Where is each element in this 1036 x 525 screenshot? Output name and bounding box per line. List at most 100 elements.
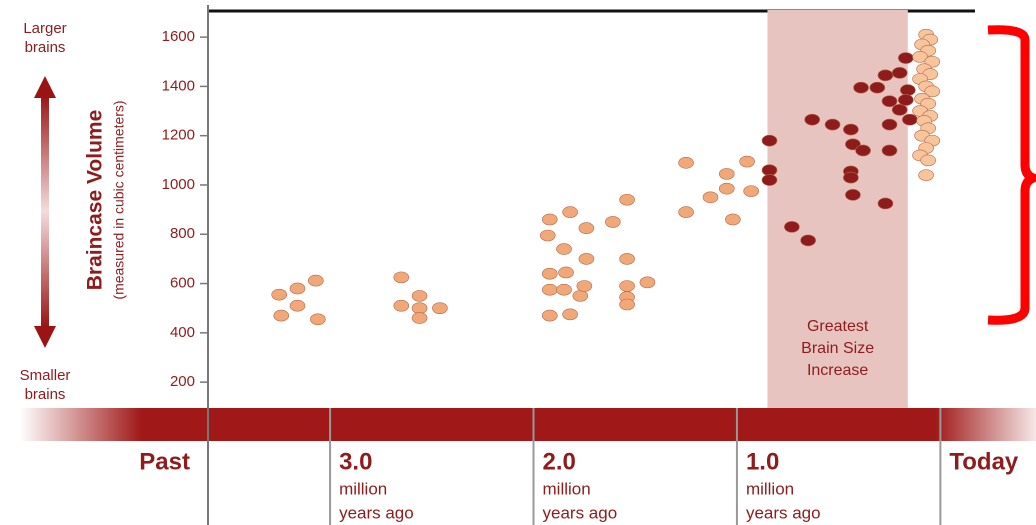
- skull-point: [897, 94, 914, 106]
- skull-point: [289, 299, 306, 312]
- skull-point: [743, 185, 759, 197]
- bracket: [987, 25, 1036, 325]
- skull-point: [845, 138, 861, 151]
- skull-point: [853, 81, 869, 94]
- skull-point: [855, 144, 871, 157]
- skull-point: [578, 222, 595, 234]
- skull-point: [541, 267, 558, 280]
- top-note: brains: [25, 39, 66, 56]
- y-tick-label: 1200: [162, 127, 195, 144]
- skull-point: [881, 95, 898, 107]
- x-tick-label: 2.0: [543, 448, 576, 475]
- skull-point: [918, 169, 934, 181]
- y-tick-label: 600: [170, 275, 195, 292]
- skull-point: [411, 290, 428, 302]
- highlight-label: Greatest: [807, 318, 869, 335]
- skull-point: [393, 299, 410, 312]
- past-label: Past: [139, 448, 190, 475]
- skull-point: [891, 67, 908, 79]
- skull-point: [541, 309, 558, 322]
- skull-point: [804, 113, 821, 126]
- skull-point: [619, 253, 635, 265]
- skull-point: [725, 213, 741, 226]
- y-title-group: Braincase Volume (measured in cubic cent…: [84, 100, 127, 299]
- skull-point: [718, 168, 735, 180]
- skull-point: [784, 221, 800, 233]
- skull-point: [432, 302, 448, 314]
- skull-point: [572, 290, 589, 302]
- skull-point: [739, 155, 755, 168]
- skull-point: [924, 85, 941, 98]
- skull-point: [619, 298, 635, 311]
- skull-point: [877, 197, 894, 210]
- skull-point: [541, 283, 558, 296]
- y-tick-label: 1600: [162, 28, 195, 45]
- skull-point: [310, 313, 326, 326]
- skull-point: [761, 164, 778, 176]
- x-unit-label: years ago: [746, 503, 821, 522]
- x-tick-label: 3.0: [339, 448, 372, 475]
- y-tick-label: 1000: [162, 176, 195, 193]
- skull-point: [891, 104, 908, 116]
- skull-point: [411, 312, 428, 324]
- skull-point: [761, 134, 778, 147]
- skull-point: [578, 253, 595, 265]
- skull-point: [900, 84, 916, 96]
- skull-point: [289, 282, 306, 295]
- skull-point: [271, 288, 288, 301]
- skull-point: [881, 144, 898, 157]
- skull-point: [619, 193, 635, 206]
- x-tick-label: Today: [949, 448, 1019, 475]
- skull-point: [605, 216, 621, 228]
- skull-point: [273, 309, 290, 322]
- skull-point: [308, 274, 324, 287]
- skull-point: [678, 206, 694, 218]
- skull-point: [702, 191, 719, 204]
- skull-point: [558, 266, 574, 279]
- skull-point: [562, 308, 578, 321]
- y-tick-label: 1400: [162, 77, 195, 94]
- x-unit-label: million: [543, 479, 591, 498]
- skull-point: [639, 276, 656, 289]
- skull-point: [897, 52, 914, 64]
- x-unit-label: years ago: [339, 503, 414, 522]
- top-note: Larger: [23, 20, 66, 37]
- y-tick-label: 800: [170, 225, 195, 242]
- highlight-label: Brain Size: [801, 340, 874, 357]
- y-tick-label: 400: [170, 324, 195, 341]
- skull-point: [556, 243, 572, 255]
- skull-point: [678, 156, 694, 169]
- x-unit-label: million: [746, 479, 794, 498]
- x-unit-label: million: [339, 479, 387, 498]
- skull-point: [912, 51, 928, 63]
- skull-point: [562, 206, 578, 218]
- skull-point: [393, 271, 410, 284]
- x-tick-label: 1.0: [746, 448, 779, 475]
- skull-point: [843, 123, 859, 136]
- skull-point: [800, 234, 816, 247]
- x-unit-label: years ago: [543, 503, 618, 522]
- skull-point: [824, 118, 841, 131]
- skull-point: [920, 154, 936, 167]
- time-band: [20, 408, 1036, 441]
- skull-point: [576, 280, 593, 292]
- y-tick-label: 200: [170, 373, 195, 390]
- skull-point: [541, 213, 558, 226]
- skull-point: [843, 171, 859, 184]
- skull-point: [881, 118, 898, 131]
- skull-point: [718, 182, 735, 195]
- skull-point: [556, 283, 572, 296]
- highlight-label: Increase: [807, 362, 868, 379]
- bottom-note: Smaller: [20, 367, 71, 384]
- y-axis-subtitle: (measured in cubic centimeters): [111, 100, 127, 299]
- arrow-head-down: [34, 326, 56, 348]
- skull-point: [761, 174, 778, 186]
- bottom-note: brains: [25, 386, 66, 403]
- skull-point: [845, 189, 861, 201]
- arrow-head-up: [34, 76, 56, 98]
- skull-point: [619, 280, 635, 292]
- skull-point: [902, 113, 918, 126]
- skull-point: [869, 81, 886, 94]
